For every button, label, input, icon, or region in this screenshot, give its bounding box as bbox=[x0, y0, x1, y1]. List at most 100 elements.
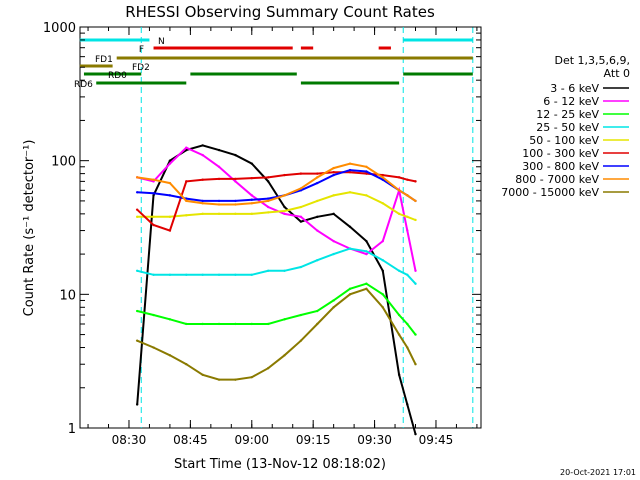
data-point bbox=[381, 293, 384, 296]
data-point bbox=[217, 322, 221, 326]
chart-title: RHESSI Observing Summary Count Rates bbox=[125, 3, 435, 21]
data-point bbox=[397, 189, 401, 192]
axes: 08:30 08:45 09:00 09:15 09:30 09:45 1 10 100 1000 bbox=[43, 21, 481, 447]
state-bar-label: RD6 bbox=[74, 80, 93, 90]
data-point bbox=[135, 269, 139, 272]
data-point bbox=[397, 212, 401, 216]
data-point bbox=[316, 199, 319, 203]
data-point bbox=[152, 194, 155, 197]
footer-date: 20-Oct-2021 17:01 bbox=[560, 468, 636, 477]
data-point bbox=[168, 159, 172, 162]
legend-label: 50 - 100 keV bbox=[529, 134, 599, 147]
data-point bbox=[283, 194, 286, 197]
data-point bbox=[266, 199, 270, 203]
data-point bbox=[152, 215, 155, 219]
data-point bbox=[185, 180, 188, 183]
legend-label: 25 - 50 keV bbox=[536, 121, 599, 134]
y-axis-label: Count Rate (s⁻¹ detector⁻¹) bbox=[22, 140, 37, 317]
data-point bbox=[414, 432, 417, 436]
data-point bbox=[234, 180, 237, 183]
data-point bbox=[365, 165, 368, 168]
data-point bbox=[365, 172, 368, 175]
data-point bbox=[185, 199, 188, 203]
data-point bbox=[266, 176, 270, 179]
data-point bbox=[381, 202, 384, 205]
data-point bbox=[234, 378, 237, 381]
data-point bbox=[185, 322, 188, 326]
data-point bbox=[168, 194, 172, 197]
legend-label: 6 - 12 keV bbox=[543, 95, 599, 108]
series-line bbox=[136, 171, 416, 232]
data-point bbox=[266, 322, 270, 326]
series-line bbox=[136, 146, 417, 271]
data-point bbox=[316, 309, 319, 313]
data-point bbox=[201, 273, 204, 277]
data-point bbox=[234, 322, 237, 326]
data-point bbox=[316, 229, 319, 232]
data-point bbox=[365, 170, 368, 173]
data-point bbox=[365, 239, 368, 243]
data-point bbox=[283, 354, 286, 357]
data-point bbox=[299, 265, 303, 269]
data-point bbox=[266, 367, 270, 370]
data-point bbox=[168, 181, 172, 185]
data-point bbox=[266, 197, 270, 200]
data-point bbox=[332, 173, 335, 177]
data-point bbox=[397, 333, 401, 336]
legend-label: 12 - 25 keV bbox=[536, 108, 599, 121]
data-point bbox=[168, 229, 172, 232]
legend-label: 800 - 7000 keV bbox=[515, 173, 599, 186]
data-point bbox=[217, 199, 221, 203]
data-point bbox=[365, 194, 368, 197]
data-point bbox=[348, 170, 352, 174]
legend-label: 3 - 6 keV bbox=[550, 82, 599, 95]
data-point bbox=[201, 202, 204, 205]
data-point bbox=[332, 306, 335, 309]
data-point bbox=[135, 176, 139, 179]
data-point bbox=[332, 166, 335, 170]
data-point bbox=[299, 313, 303, 317]
data-point bbox=[152, 313, 155, 317]
data-point bbox=[266, 205, 270, 209]
data-point bbox=[201, 153, 204, 157]
data-point bbox=[316, 259, 319, 262]
series-line bbox=[136, 287, 417, 381]
plot-frame bbox=[79, 26, 482, 429]
data-point bbox=[168, 318, 172, 321]
state-bar-label: F bbox=[139, 45, 144, 55]
state-bar-label: N bbox=[158, 37, 165, 47]
y-tick-label: 1000 bbox=[43, 21, 76, 36]
data-point bbox=[414, 363, 417, 366]
x-tick-label: 09:00 bbox=[234, 433, 269, 447]
x-tick-label: 09:45 bbox=[419, 433, 454, 447]
data-point bbox=[348, 287, 352, 291]
data-point bbox=[217, 165, 221, 168]
data-point bbox=[234, 203, 237, 206]
data-point bbox=[397, 313, 401, 317]
data-point bbox=[283, 269, 286, 272]
data-point bbox=[135, 215, 139, 219]
data-point bbox=[348, 162, 352, 165]
data-point bbox=[365, 250, 368, 253]
data-point bbox=[168, 162, 172, 165]
data-point bbox=[332, 239, 335, 243]
data-point bbox=[299, 172, 303, 175]
data-point bbox=[316, 172, 319, 175]
data-point bbox=[299, 339, 303, 342]
data-point bbox=[135, 309, 139, 313]
data-point bbox=[250, 198, 253, 201]
data-point bbox=[414, 218, 417, 222]
data-point bbox=[201, 178, 204, 181]
data-point bbox=[283, 205, 286, 209]
data-point bbox=[299, 215, 303, 219]
data-point bbox=[299, 187, 303, 190]
series-line bbox=[136, 282, 417, 336]
data-point bbox=[135, 191, 139, 194]
x-axis-label: Start Time (13-Nov-12 08:18:02) bbox=[174, 457, 386, 472]
plot-area: N F FD1 FD2 RD0 RD6 bbox=[74, 27, 474, 436]
data-point bbox=[414, 282, 417, 285]
legend-title-line1: Det 1,3,5,6,9, bbox=[554, 54, 630, 67]
data-point bbox=[332, 170, 335, 174]
data-point bbox=[348, 225, 352, 229]
